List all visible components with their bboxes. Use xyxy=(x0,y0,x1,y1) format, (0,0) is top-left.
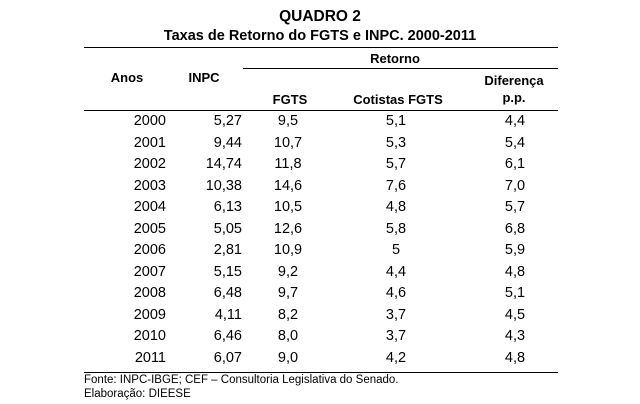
header-retorno: Retorno xyxy=(370,51,420,66)
cell-cotistas: 3,7 xyxy=(385,306,407,323)
cell-diferenca: 4,3 xyxy=(504,328,526,344)
cell-cotistas: 4,4 xyxy=(385,263,407,280)
cell-cotistas: 7,6 xyxy=(385,177,407,194)
cell-ano: 2008 xyxy=(133,285,166,301)
cell-diferenca: 5,7 xyxy=(504,199,526,215)
footer-elaboracao: Elaboração: DIEESE xyxy=(84,388,191,400)
header-diferenca: Diferença xyxy=(484,73,544,88)
cell-diferenca: 5,4 xyxy=(504,134,526,151)
cell-cotistas: 4,8 xyxy=(385,199,407,215)
cell-diferenca: 7,0 xyxy=(504,177,526,194)
cell-fgts: 11,8 xyxy=(274,156,302,172)
cell-fgts: 9,0 xyxy=(277,349,299,366)
table-subtitle: Taxas de Retorno do FGTS e INPC. 2000-20… xyxy=(163,28,477,44)
cell-cotistas: 4,2 xyxy=(385,349,407,366)
cell-cotistas: 3,7 xyxy=(385,328,407,344)
cell-diferenca: 6,1 xyxy=(504,156,526,172)
cell-ano: 2000 xyxy=(133,113,166,129)
header-fgts: FGTS xyxy=(272,92,308,107)
top-rule xyxy=(84,47,558,48)
header-anos: Anos xyxy=(110,70,144,85)
cell-cotistas: 5,8 xyxy=(385,220,407,237)
cell-fgts: 12,6 xyxy=(273,220,303,237)
cell-cotistas: 5,1 xyxy=(385,113,407,129)
cell-diferenca: 5,1 xyxy=(504,285,526,301)
cell-cotistas: 5,7 xyxy=(385,156,407,172)
cell-ano: 2006 xyxy=(133,242,166,258)
cell-diferenca: 4,8 xyxy=(504,349,526,366)
footer-source: Fonte: INPC-IBGE; CEF – Consultoria Legi… xyxy=(84,374,399,386)
cell-inpc: 10,38 xyxy=(205,177,242,194)
cell-inpc: 6,48 xyxy=(213,285,242,301)
cell-diferenca: 4,8 xyxy=(504,263,526,280)
header-cotistas: Cotistas FGTS xyxy=(353,92,443,107)
cell-ano: 2005 xyxy=(133,220,166,237)
cell-inpc: 9,44 xyxy=(213,134,242,151)
cell-diferenca: 4,5 xyxy=(504,306,526,323)
cell-fgts: 10,5 xyxy=(273,199,303,215)
cell-fgts: 8,2 xyxy=(277,306,299,323)
cell-inpc: 6,46 xyxy=(213,328,242,344)
cell-cotistas: 5,3 xyxy=(385,134,407,151)
header-inpc: INPC xyxy=(188,70,220,85)
cell-fgts: 9,2 xyxy=(277,263,299,280)
cell-diferenca: 6,8 xyxy=(504,220,526,237)
cell-ano: 2004 xyxy=(133,199,166,215)
cell-inpc: 5,05 xyxy=(213,220,242,237)
retorno-rule xyxy=(243,68,558,69)
cell-inpc: 6,13 xyxy=(213,199,242,215)
cell-diferenca: 4,4 xyxy=(504,113,526,129)
cell-inpc: 2,81 xyxy=(213,242,242,258)
cell-fgts: 9,7 xyxy=(277,285,299,301)
header-bottom-rule xyxy=(84,110,558,111)
cell-fgts: 9,5 xyxy=(277,113,299,129)
bottom-rule xyxy=(84,372,558,373)
cell-cotistas: 5 xyxy=(391,242,401,258)
table-title: QUADRO 2 xyxy=(279,8,361,25)
cell-ano: 2003 xyxy=(133,177,166,194)
cell-fgts: 14,6 xyxy=(273,177,303,194)
cell-fgts: 10,9 xyxy=(273,242,303,258)
cell-inpc: 5,15 xyxy=(213,263,242,280)
cell-ano: 2001 xyxy=(133,134,166,151)
header-pp: p.p. xyxy=(502,90,526,105)
cell-ano: 2009 xyxy=(133,306,166,323)
cell-fgts: 10,7 xyxy=(273,134,303,151)
cell-inpc: 14,74 xyxy=(205,156,242,172)
cell-inpc: 4,11 xyxy=(214,306,242,323)
cell-inpc: 6,07 xyxy=(213,349,242,366)
cell-ano: 2010 xyxy=(133,328,166,344)
cell-fgts: 8,0 xyxy=(277,328,299,344)
cell-cotistas: 4,6 xyxy=(385,285,407,301)
cell-ano: 2011 xyxy=(134,349,166,366)
cell-ano: 2007 xyxy=(133,263,166,280)
cell-inpc: 5,27 xyxy=(213,113,242,129)
cell-diferenca: 5,9 xyxy=(504,242,526,258)
cell-ano: 2002 xyxy=(133,156,166,172)
